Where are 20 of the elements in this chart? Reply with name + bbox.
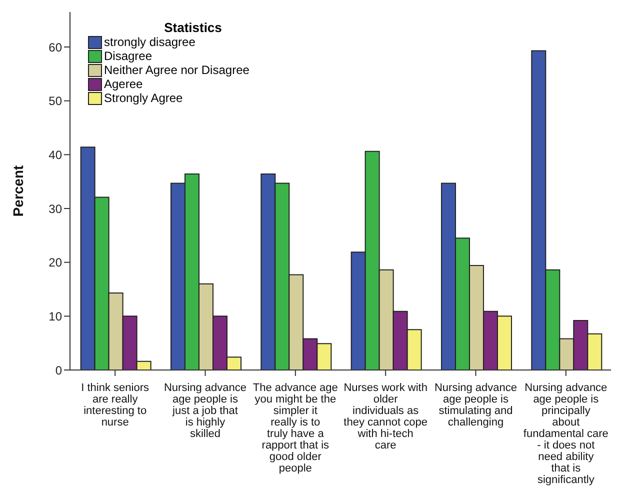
legend-label: strongly disagree: [104, 35, 196, 49]
x-tick-label: Nursing advance age people is just a job that is highly skilled: [164, 382, 247, 440]
y-tick-label: 0: [55, 363, 62, 378]
category-label: Nursing advance age people is principally about fundamental care - it does not need ability that is significantly: [523, 382, 608, 486]
y-tick-label: 40: [48, 148, 62, 162]
legend-label: Neither Agree nor Disagree: [104, 63, 250, 77]
x-tick-label: Nurses work with older individuals as they cannot cope with hi-tech care: [344, 382, 428, 452]
y-tick-label: 10: [48, 309, 62, 324]
x-tick-label: I think seniors are really interesting to nurse: [81, 382, 150, 428]
legend-label: Strongly Agree: [104, 91, 183, 105]
legend-label: Ageree: [104, 77, 143, 91]
y-tick-label: 50: [48, 94, 62, 108]
y-tick-label: 60: [48, 40, 62, 54]
y-tick-label: 30: [48, 202, 62, 216]
legend-title: Statistics: [163, 20, 223, 35]
x-tick-label: The advance age you might be the simpler it really is to truly have a rapport that is good older people: [252, 382, 338, 474]
y-axis-title: Percent: [10, 164, 26, 217]
x-tick-label: Nursing advance age people is stimulating and challenging: [434, 382, 518, 428]
y-tick-label: 20: [48, 256, 62, 270]
legend-label: Disagree: [104, 49, 152, 63]
